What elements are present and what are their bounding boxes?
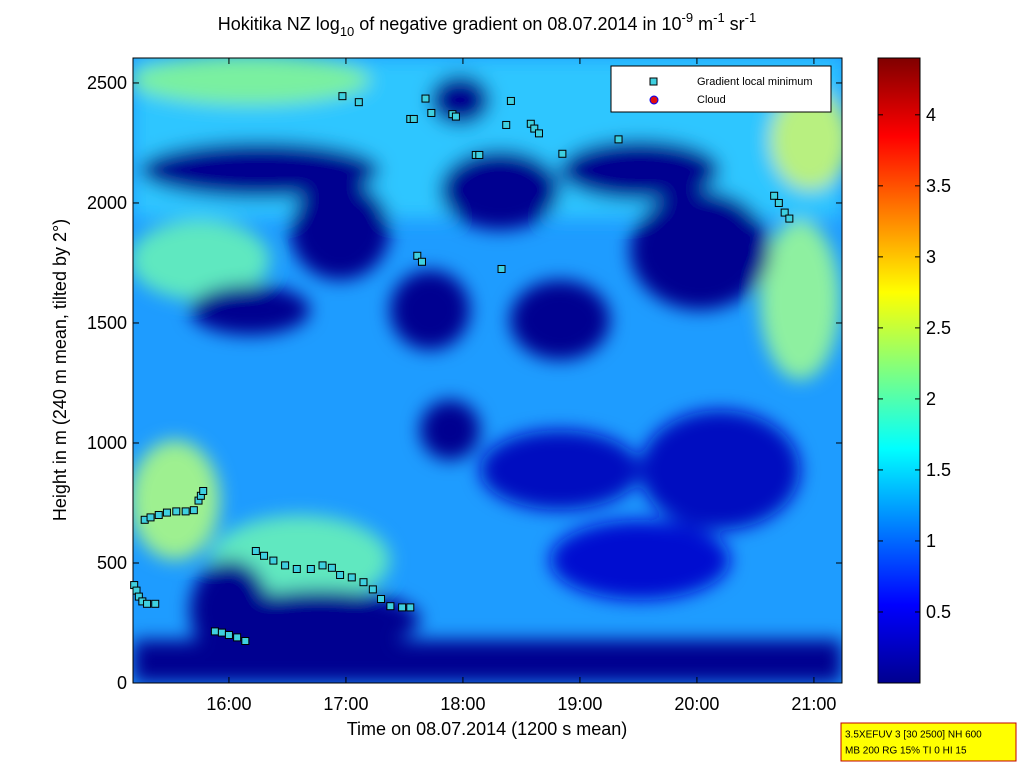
minimum-marker: [409, 114, 418, 123]
minimum-marker: [774, 198, 783, 207]
title-part: sr: [725, 14, 745, 34]
info-text: 3.5XEFUV 3 [30 2500] NH 600: [845, 730, 982, 741]
chart-title: Hokitika NZ log10 of negative gradient o…: [218, 10, 756, 39]
minimum-marker: [530, 124, 539, 133]
legend: Gradient local minimum Cloud: [610, 65, 832, 113]
colorbar-tick-label: 2.5: [926, 318, 951, 338]
minimum-marker: [338, 92, 347, 101]
minimum-marker: [558, 149, 567, 158]
minimum-marker: [251, 546, 260, 555]
minimum-marker: [421, 94, 430, 103]
y-tick-label: 1500: [87, 313, 127, 333]
minimum-marker: [377, 594, 386, 603]
x-tick-label: 19:00: [557, 694, 602, 714]
minimum-marker: [210, 627, 219, 636]
colorbar-tick-label: 0.5: [926, 602, 951, 622]
minimum-marker: [189, 506, 198, 515]
minimum-marker: [427, 108, 436, 117]
minimum-marker: [281, 561, 290, 570]
heatmap: [133, 58, 842, 683]
minimum-marker: [292, 564, 301, 573]
x-tick-label: 21:00: [791, 694, 836, 714]
title-part: -9: [682, 10, 694, 25]
minimum-marker: [398, 603, 407, 612]
minimum-marker: [217, 628, 226, 637]
minimum-marker: [770, 191, 779, 200]
minimum-marker: [199, 486, 208, 495]
minimum-marker: [785, 214, 794, 223]
colorbar-tick-label: 4: [926, 105, 936, 125]
x-axis-label: Time on 08.07.2014 (1200 s mean): [347, 719, 628, 739]
x-tick-label: 17:00: [323, 694, 368, 714]
colorbar-tick-label: 1: [926, 531, 936, 551]
minimum-marker: [475, 150, 484, 159]
minimum-marker: [181, 507, 190, 516]
y-tick-label: 2500: [87, 73, 127, 93]
x-tick-label: 18:00: [440, 694, 485, 714]
minimum-marker: [502, 120, 511, 129]
minimum-marker: [224, 630, 233, 639]
title-part: -1: [745, 10, 757, 25]
minimum-marker: [269, 556, 278, 565]
legend-label: Gradient local minimum: [697, 76, 813, 88]
minimum-marker: [306, 564, 315, 573]
y-tick-label: 2000: [87, 193, 127, 213]
minimum-marker: [172, 507, 181, 516]
minimum-marker: [497, 264, 506, 273]
y-tick-label: 1000: [87, 433, 127, 453]
minimum-marker: [327, 563, 336, 572]
minimum-marker: [260, 551, 269, 560]
plot-frame: [132, 57, 843, 684]
minimum-marker: [318, 561, 327, 570]
colorbar-tick-label: 3.5: [926, 176, 951, 196]
minimum-marker: [154, 510, 163, 519]
y-tick-label: 500: [97, 553, 127, 573]
colorbar-tick-label: 3: [926, 247, 936, 267]
minimum-marker: [417, 257, 426, 266]
y-axis-label: Height in m (240 m mean, tilted by 2°): [50, 219, 70, 521]
minimum-marker: [614, 135, 623, 144]
minimum-marker: [780, 208, 789, 217]
minimum-marker: [406, 603, 415, 612]
info-text: MB 200 RG 15% TI 0 HI 15: [845, 746, 967, 757]
colorbar: [877, 57, 921, 684]
info-box: 3.5XEFUV 3 [30 2500] NH 600 MB 200 RG 15…: [840, 722, 1017, 762]
minimum-marker: [534, 129, 543, 138]
minimum-marker: [241, 636, 250, 645]
title-part: -1: [713, 10, 725, 25]
minimum-marker: [359, 578, 368, 587]
minimum-marker: [151, 599, 160, 608]
minimum-marker: [347, 573, 356, 582]
minimum-marker: [368, 585, 377, 594]
colorbar-tick-label: 1.5: [926, 460, 951, 480]
colorbar-tick-label: 2: [926, 389, 936, 409]
minimum-marker: [162, 508, 171, 517]
title-part: m: [693, 14, 713, 34]
legend-marker: [649, 95, 659, 105]
title-part: 10: [340, 24, 354, 39]
minimum-marker: [336, 570, 345, 579]
x-tick-label: 16:00: [206, 694, 251, 714]
title-part: Hokitika NZ log: [218, 14, 340, 34]
minimum-marker: [143, 599, 152, 608]
minimum-marker: [146, 513, 155, 522]
title-part: of negative gradient on 08.07.2014 in 10: [354, 14, 681, 34]
minimum-marker: [413, 251, 422, 260]
y-tick-label: 0: [117, 673, 127, 693]
legend-label: Cloud: [697, 94, 726, 106]
minimum-marker: [451, 112, 460, 121]
minimum-marker: [506, 96, 515, 105]
x-tick-label: 20:00: [674, 694, 719, 714]
minimum-marker: [233, 633, 242, 642]
minimum-marker: [386, 602, 395, 611]
legend-marker: [649, 77, 658, 86]
minimum-marker: [354, 98, 363, 107]
